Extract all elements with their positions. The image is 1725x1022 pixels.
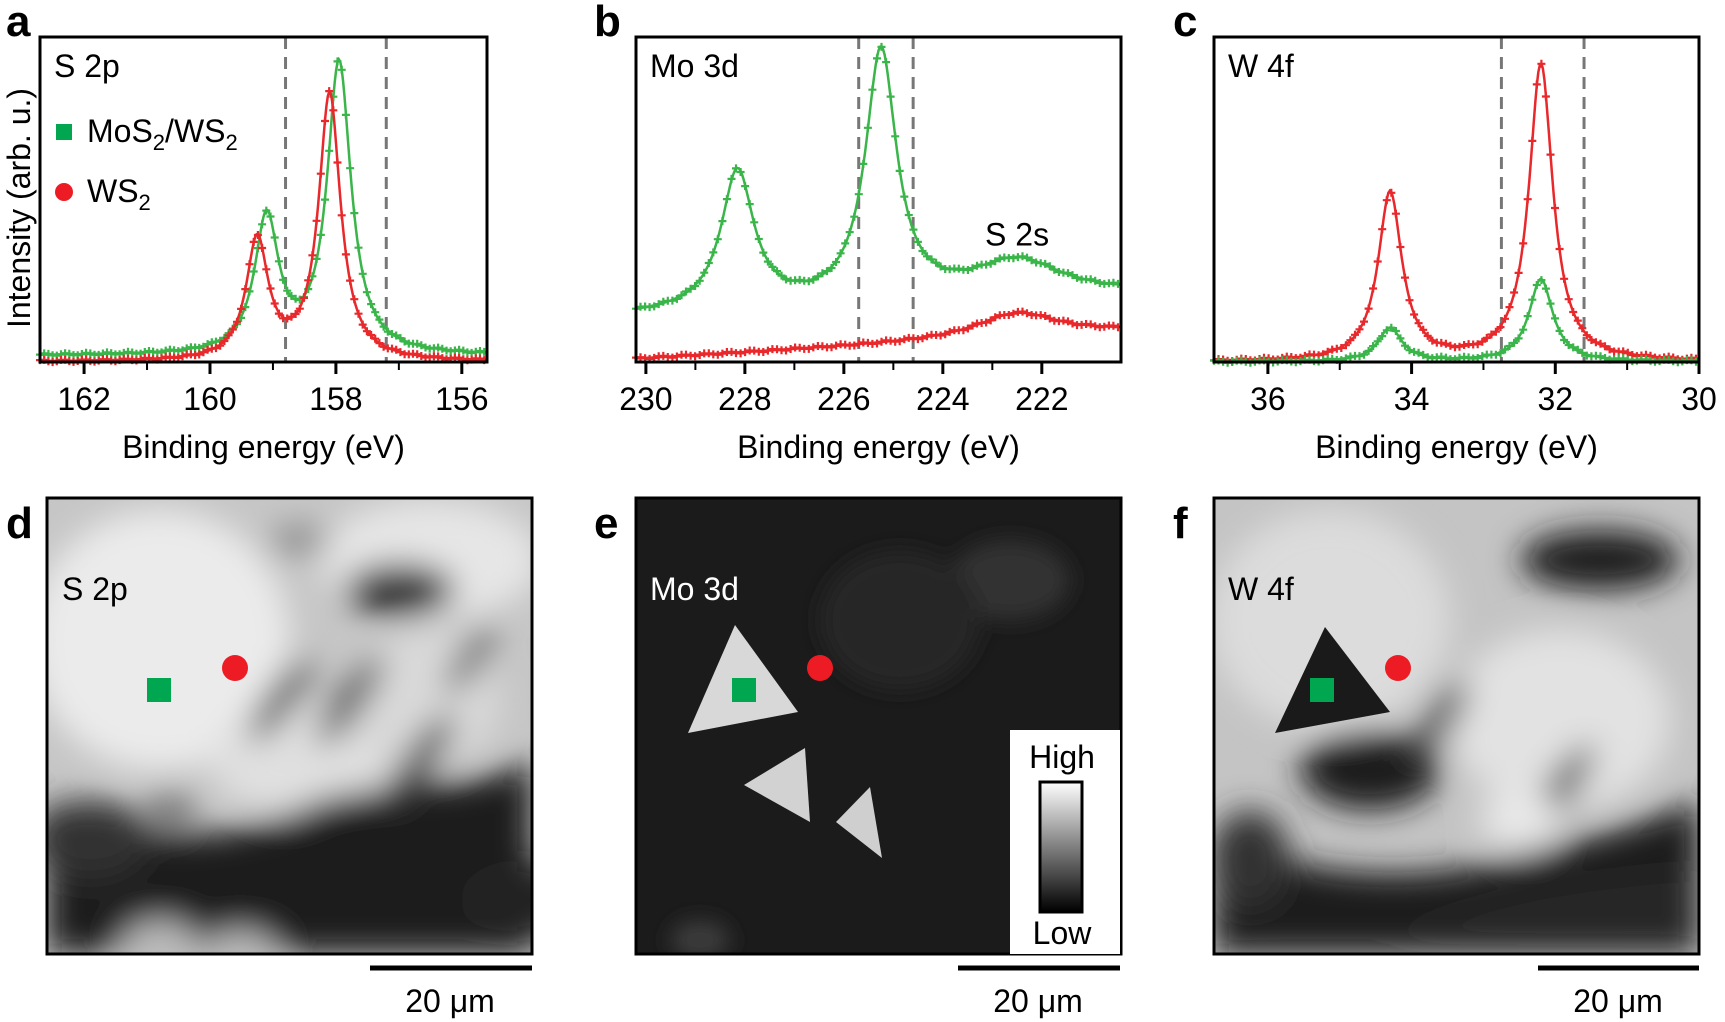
marker-square-mos2-ws2 [1310,678,1334,702]
inset-label: Mo 3d [650,48,739,84]
chart-w4f-spectrum: 36 34 32 30 Binding energy (eV) W 4f [1210,35,1717,465]
x-tick-label: 32 [1537,381,1573,417]
x-tick-label: 36 [1250,381,1286,417]
panel-label-b: b [594,0,621,46]
x-axis-label: Binding energy (eV) [1315,429,1598,465]
x-tick-label: 156 [435,381,488,417]
x-tick-label: 228 [718,381,771,417]
inset-label: W 4f [1228,48,1294,84]
fit-line [635,44,1122,310]
legend-entry: WS2 [87,173,151,215]
plot-frame [38,35,489,364]
x-tick-label: 230 [619,381,672,417]
map-w4f: W 4f 20 μm [1212,496,1701,1019]
x-tick-label: 160 [183,381,236,417]
panel-label-d: d [6,499,33,548]
map-inset-label: W 4f [1228,571,1294,607]
plot-frame [634,35,1123,364]
data-points [1210,59,1700,366]
legend-marker-circle [55,183,73,201]
series-ws2 [632,307,1122,363]
scalebar-label: 20 μm [993,983,1083,1019]
x-axis-label: Binding energy (eV) [737,429,1020,465]
legend-marker-square [56,124,72,140]
x-tick-label: 224 [916,381,969,417]
chart-mo3d-spectrum: 230 228 226 224 222 Binding energy (eV) Mo 3d S… [619,35,1123,465]
x-axis-label: Binding energy (eV) [122,429,405,465]
series-ws2 [1210,59,1700,366]
panel-label-a: a [6,0,31,46]
marker-circle-ws2 [1385,655,1411,681]
map-inset-label: Mo 3d [650,571,739,607]
annotation-label: S 2s [985,216,1049,252]
y-axis-label: Intensity (arb. u.) [1,88,37,328]
panel-label-c: c [1173,0,1197,46]
legend-entry: MoS2/WS2 [87,113,238,155]
x-tick-label: 34 [1394,381,1430,417]
colorbar: High Low [1010,730,1120,954]
chart-s2p-spectrum: Intensity (arb. u.) 162 160 158 156 Binding … [1,35,489,465]
x-tick-label: 222 [1015,381,1068,417]
x-tick-label: 226 [817,381,870,417]
marker-square-mos2-ws2 [147,678,171,702]
panel-label-f: f [1173,499,1188,548]
map-mo3d: Mo 3d High Low 20 μm [634,496,1123,1019]
marker-circle-ws2 [222,655,248,681]
x-tick-label: 162 [57,381,110,417]
x-tick-label: 158 [309,381,362,417]
map-s2p: S 2p 20 μm [45,496,534,1019]
marker-square-mos2-ws2 [732,678,756,702]
marker-circle-ws2 [807,655,833,681]
x-tick-label: 30 [1681,381,1717,417]
scalebar-label: 20 μm [1573,983,1663,1019]
fit-line [1214,277,1699,363]
colorbar-high-label: High [1029,739,1095,775]
inset-label: S 2p [54,48,120,84]
scalebar-label: 20 μm [405,983,495,1019]
map-inset-label: S 2p [62,571,128,607]
colorbar-low-label: Low [1033,915,1093,951]
fit-line [1214,61,1700,362]
panel-label-e: e [594,499,618,548]
plot-frame [1212,35,1701,364]
